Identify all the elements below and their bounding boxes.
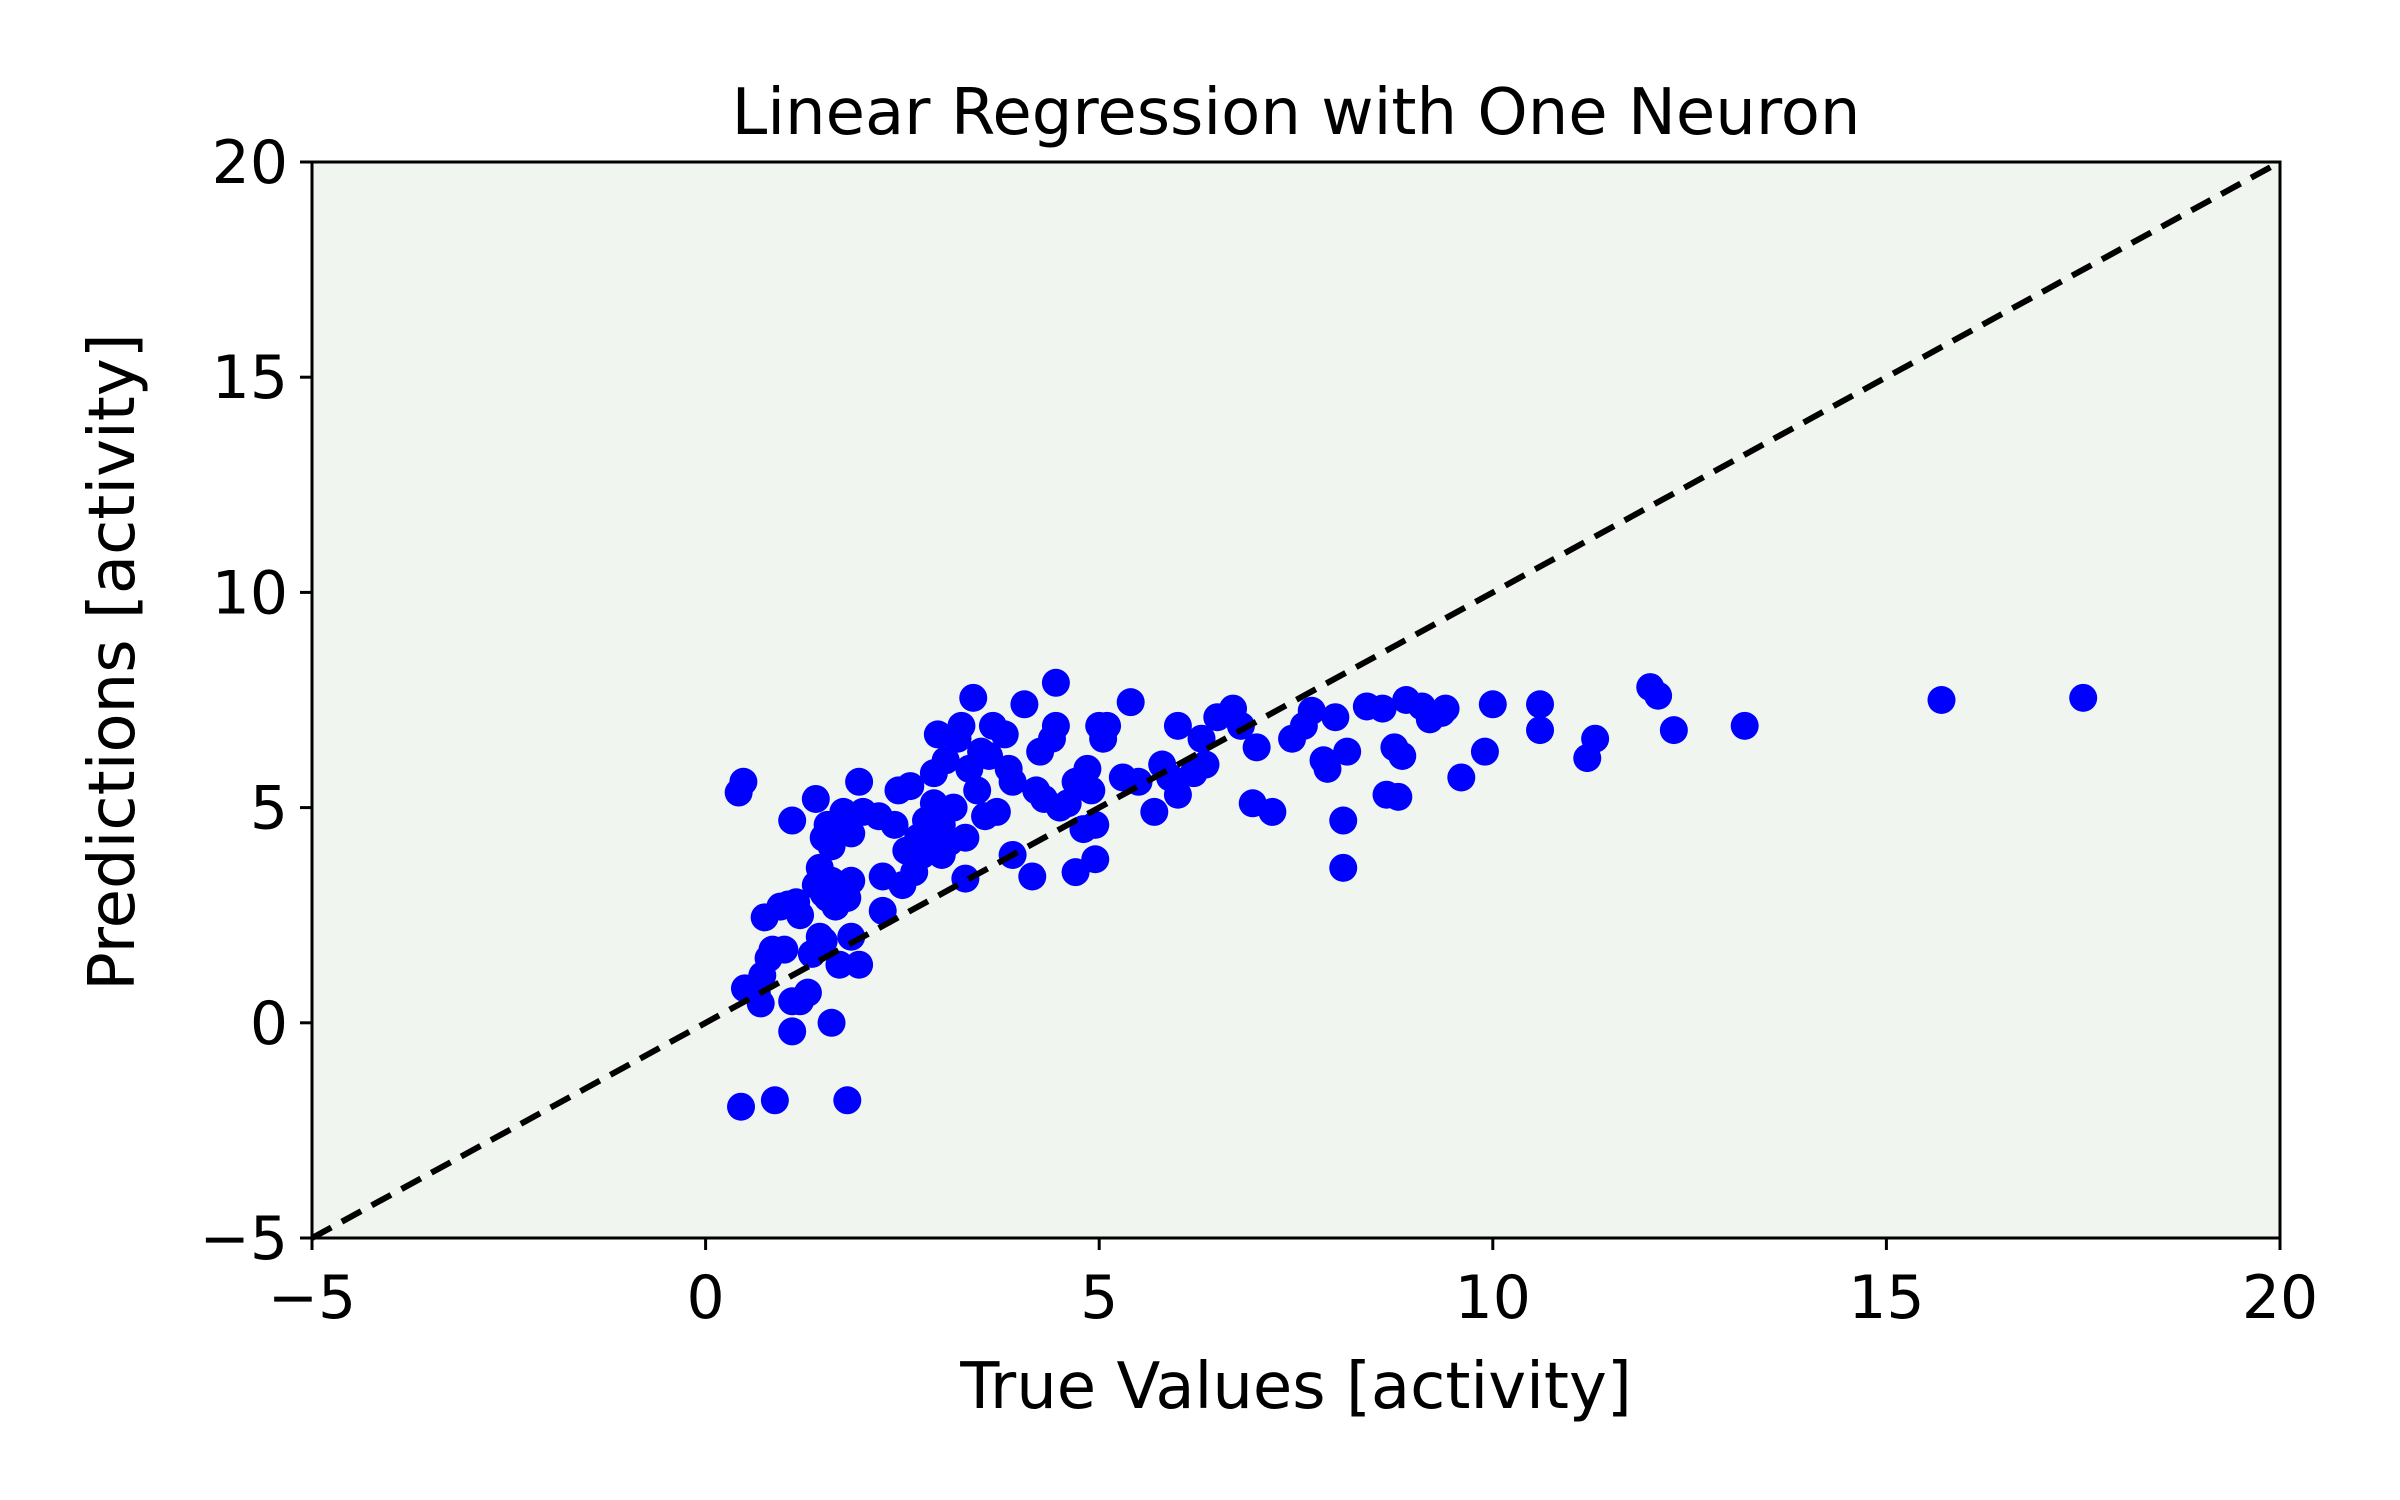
data-point <box>801 784 830 813</box>
data-point <box>947 711 976 740</box>
data-point <box>1041 711 1070 740</box>
data-point <box>817 1008 846 1037</box>
plot-frame <box>310 160 2282 1240</box>
chart-title: Linear Regression with One Neuron <box>732 76 1861 150</box>
x-tick-label: 15 <box>1848 1263 1924 1333</box>
data-point <box>1010 690 1039 719</box>
data-point <box>760 1086 789 1115</box>
data-point <box>1329 853 1358 882</box>
data-point <box>837 922 866 951</box>
data-point <box>1313 754 1342 783</box>
data-point <box>829 797 858 826</box>
data-point <box>770 935 799 964</box>
data-point <box>931 746 960 775</box>
data-point <box>1073 754 1102 783</box>
data-point <box>1384 782 1413 811</box>
data-point <box>1526 690 1555 719</box>
x-tick-label: 5 <box>1080 1263 1118 1333</box>
data-point <box>729 767 758 796</box>
data-point <box>1447 763 1476 792</box>
y-tick-label: −5 <box>200 1204 288 1274</box>
data-point <box>1478 690 1507 719</box>
y-axis-label: Predictions [activity] <box>76 333 150 990</box>
data-point <box>837 819 866 848</box>
data-point <box>939 793 968 822</box>
y-tick-label: 20 <box>212 128 288 198</box>
data-point <box>1093 711 1122 740</box>
data-point <box>837 866 866 895</box>
data-point <box>1659 716 1688 745</box>
data-point <box>982 797 1011 826</box>
data-point <box>1081 810 1110 839</box>
x-tick-label: 0 <box>687 1263 725 1333</box>
y-tick-label: 5 <box>250 774 288 844</box>
data-point <box>1191 750 1220 779</box>
x-axis-label: True Values [activity] <box>959 1350 1632 1424</box>
data-point <box>778 1017 807 1046</box>
data-point <box>1388 741 1417 770</box>
data-point <box>1644 681 1673 710</box>
data-point <box>1927 686 1956 714</box>
data-point <box>1018 862 1047 891</box>
data-point <box>1333 737 1362 766</box>
data-point <box>1297 696 1326 725</box>
data-point <box>1470 737 1499 766</box>
data-point <box>833 1086 862 1115</box>
x-tick-label: −5 <box>268 1263 356 1333</box>
data-point <box>825 950 854 979</box>
data-point <box>778 806 807 835</box>
data-point <box>1258 797 1287 826</box>
data-point <box>793 978 822 1007</box>
data-point <box>868 896 897 925</box>
x-tick-label: 10 <box>1455 1263 1531 1333</box>
data-point <box>951 864 980 893</box>
data-point <box>1053 789 1082 818</box>
data-point <box>1329 806 1358 835</box>
data-point <box>727 1092 756 1121</box>
y-tick-label: 10 <box>212 558 288 628</box>
data-point <box>998 767 1027 796</box>
data-point <box>880 810 909 839</box>
data-point <box>1163 711 1192 740</box>
data-point <box>959 683 988 712</box>
y-tick-label: 0 <box>250 989 288 1059</box>
data-point <box>1368 694 1397 723</box>
data-point <box>963 776 992 805</box>
y-tick-label: 15 <box>212 343 288 413</box>
data-point <box>1242 733 1271 762</box>
data-point <box>1116 688 1145 717</box>
data-point <box>2069 683 2098 712</box>
data-point <box>951 823 980 852</box>
data-point <box>845 767 874 796</box>
data-point <box>1041 668 1070 697</box>
data-point <box>896 772 925 801</box>
data-point <box>1081 845 1110 874</box>
data-point <box>809 927 838 956</box>
data-point <box>1077 776 1106 805</box>
data-point <box>1163 780 1192 809</box>
data-point <box>1431 694 1460 723</box>
ticks-layer: −5 0 5 10 15 20 −5 0 5 10 15 20 <box>200 128 2319 1333</box>
data-point <box>845 950 874 979</box>
data-point <box>1226 711 1255 740</box>
points-layer <box>724 668 2098 1121</box>
x-tick-label: 20 <box>2242 1263 2318 1333</box>
data-point <box>1140 797 1169 826</box>
data-point <box>1581 724 1610 753</box>
data-point <box>990 720 1019 749</box>
data-point <box>1321 703 1350 732</box>
data-point <box>786 901 815 930</box>
data-point <box>1526 716 1555 745</box>
data-point <box>746 989 775 1018</box>
data-point <box>1730 711 1759 740</box>
